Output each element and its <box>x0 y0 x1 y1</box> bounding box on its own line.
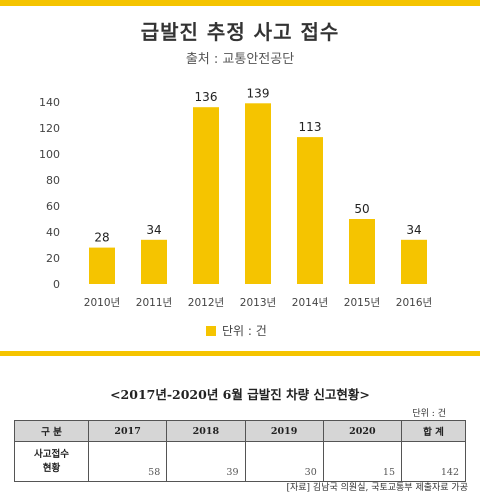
table-unit-note: 단위 : 건 <box>412 409 446 419</box>
top-accent-bar <box>0 0 480 6</box>
cell-2017: 58 <box>87 441 168 482</box>
cell-total: 142 <box>401 441 466 482</box>
row-label-line1: 사고접수 <box>34 448 69 460</box>
header-2017: 2017 <box>87 420 168 442</box>
bar-chart: 0 20 40 60 80 100 120 140 28 2010년 34 2011년 136 2012년… <box>39 86 432 309</box>
row-label-line2: 현황 <box>42 462 61 474</box>
y-tick-label: 40 <box>46 226 60 239</box>
legend-swatch <box>206 325 216 336</box>
chart-legend: 단위 : 건 <box>206 322 267 339</box>
cell-2018: 39 <box>166 441 246 482</box>
bar <box>141 239 167 284</box>
row-label: 사고접수 현황 <box>14 441 89 482</box>
bar <box>297 137 323 284</box>
y-tick-label: 80 <box>46 174 60 187</box>
table-footnote: [자료] 김남국 의원실, 국토교통부 제출자료 가공 <box>286 483 468 493</box>
header-2020: 2020 <box>322 420 403 442</box>
bar-value-label: 34 <box>406 223 421 237</box>
y-tick-label: 0 <box>53 278 60 291</box>
x-tick-label: 2016년 <box>396 297 432 309</box>
header-total: 합 계 <box>401 420 466 442</box>
cell-2020: 15 <box>322 441 403 482</box>
table-header-row: 구 분 2017 2018 2019 2020 합 계 <box>14 420 466 442</box>
y-tick-label: 60 <box>46 200 60 213</box>
header-2018: 2018 <box>166 420 246 442</box>
y-tick-label: 100 <box>39 148 60 161</box>
bar <box>401 239 427 284</box>
x-tick-label: 2011년 <box>136 297 172 309</box>
cell-2019: 30 <box>244 441 324 482</box>
y-tick-label: 120 <box>39 122 60 135</box>
bar-value-label: 139 <box>247 86 270 100</box>
bar-value-label: 50 <box>354 202 369 216</box>
bar-value-label: 34 <box>146 223 161 237</box>
section-divider <box>0 351 480 356</box>
table-row: 사고접수 현황 58 39 30 15 142 <box>14 441 466 482</box>
header-2019: 2019 <box>244 420 324 442</box>
bar-value-label: 113 <box>299 120 322 134</box>
chart-title: 급발진 추정 사고 접수 <box>140 20 340 44</box>
x-tick-label: 2013년 <box>240 297 276 309</box>
y-tick-label: 140 <box>39 96 60 109</box>
bar <box>193 107 219 284</box>
x-tick-label: 2015년 <box>344 297 380 309</box>
legend-label: 단위 : 건 <box>222 324 267 338</box>
bar-value-label: 136 <box>195 90 218 104</box>
y-tick-label: 20 <box>46 252 60 265</box>
x-tick-label: 2010년 <box>84 297 120 309</box>
bar-value-label: 28 <box>94 231 109 245</box>
x-tick-label: 2012년 <box>188 297 224 309</box>
report-table: 구 분 2017 2018 2019 2020 합 계 사고접수 현황 58 3… <box>14 420 466 482</box>
bar <box>349 219 375 284</box>
bar <box>245 103 271 284</box>
table-title: <2017년-2020년 6월 급발진 차량 신고현황> <box>110 387 370 402</box>
x-tick-label: 2014년 <box>292 297 328 309</box>
header-category: 구 분 <box>14 420 89 442</box>
chart-source: 출처 : 교통안전공단 <box>185 52 295 67</box>
bar <box>89 247 115 284</box>
